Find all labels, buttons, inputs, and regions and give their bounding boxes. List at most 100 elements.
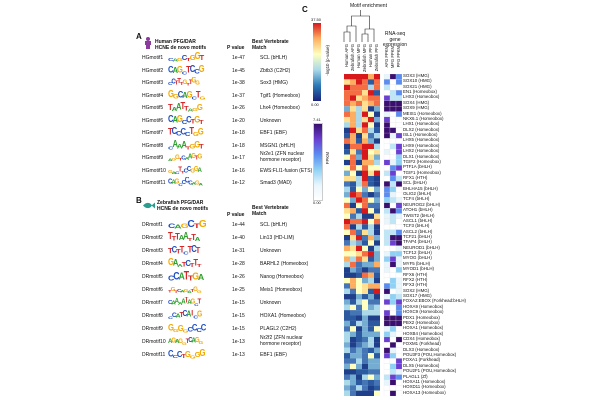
heatmap-cell [368, 277, 374, 284]
heatmap-cell [374, 74, 380, 80]
heatmap-cell [344, 224, 350, 230]
fpkm-cell [395, 208, 403, 214]
logo-letter: C [183, 167, 189, 174]
gene-label: CDX4 (Homeobox) [403, 335, 441, 341]
logo-letter: G [192, 106, 198, 113]
heatmap-cell [374, 218, 380, 225]
logo-letter: A [187, 290, 192, 294]
heatmap-cell [374, 347, 380, 354]
heatmap-cell [350, 358, 356, 364]
gene-label: DLX3 (Homeobox) [403, 346, 440, 352]
heatmap-cell [356, 197, 362, 203]
logo-letter: G [198, 219, 206, 230]
fpkm-cell [383, 100, 391, 107]
rnaseq-label: RNA-seq gene expression [382, 31, 408, 49]
logo-letter: G [181, 342, 187, 346]
heatmap-cell [350, 288, 356, 295]
heatmap-cell [368, 186, 374, 193]
heatmap-cell [374, 100, 380, 107]
gene-label: TCF21 (bHLH) [403, 234, 432, 239]
motif-best-match: Tgif1 (Homeobox) [260, 92, 301, 99]
heatmap-cell [350, 245, 356, 252]
logo-letter: T [195, 89, 201, 100]
logo-letter: A [198, 182, 204, 187]
heatmap-cell [350, 336, 356, 343]
heatmap-cell [362, 277, 368, 284]
heatmap-cell [356, 342, 362, 348]
logo-letter: C [181, 118, 188, 125]
heatmap-cell [350, 79, 356, 85]
fpkm-cell [389, 143, 397, 150]
fpkm-cell [389, 385, 397, 391]
logo-letter: T [186, 64, 191, 75]
fpkm-colorbar [313, 123, 323, 201]
heatmap-cell [374, 385, 380, 391]
pvalue-colorbar [313, 23, 321, 101]
heatmap-cell [362, 154, 368, 160]
heatmap-cell [374, 133, 380, 139]
fpkm-cell [395, 79, 403, 85]
fpkm-cell [383, 170, 391, 177]
fpkm-cell [383, 175, 391, 182]
fpkm-cell [395, 277, 403, 284]
logo-letter: G [194, 139, 200, 150]
fpkm-cell [389, 132, 397, 139]
logo-letter: G [168, 168, 173, 174]
logo-letter: A [176, 102, 182, 112]
logo-letter: T [177, 77, 181, 86]
fpkm-cell [383, 256, 391, 262]
fpkm-cell [395, 111, 403, 118]
logo-letter: G [194, 52, 201, 62]
motif-pvalue: 1e-18 [232, 130, 245, 136]
heatmap-cell [344, 192, 350, 198]
fpkm-cell [395, 159, 403, 166]
heatmap-cell [362, 79, 368, 85]
heatmap-cell [356, 79, 362, 85]
fpkm-scale-max: 7.41 [313, 117, 321, 122]
pvalue-scale-min: 0.00 [311, 102, 319, 107]
motif-best-match: Unknown [260, 117, 281, 124]
heatmap-cell [356, 304, 362, 311]
motif-pvalue: 1e-15 [232, 313, 245, 319]
fpkm-cell [389, 369, 397, 375]
heatmap-cell [350, 229, 356, 236]
fpkm-cell [389, 191, 397, 198]
logo-letter: G [194, 180, 200, 187]
heatmap-cell [356, 363, 362, 370]
panel-a-title-line2: HCNE de novo motifs [155, 45, 207, 51]
motif-best-match: Unknown [260, 248, 281, 254]
fpkm-cell [395, 106, 403, 112]
heatmap-cell [374, 149, 380, 155]
heatmap-cell [368, 159, 374, 166]
heatmap-cell [368, 261, 374, 268]
heatmap-cell [356, 240, 362, 246]
logo-letter: A [172, 57, 178, 63]
fpkm-cell [383, 106, 391, 112]
rnaseq-label-3: expression [382, 42, 408, 48]
fpkm-cell [395, 132, 403, 139]
heatmap-cell [374, 213, 380, 219]
logo-letter: T [187, 273, 193, 283]
logo-letter: T [199, 53, 204, 63]
motif-id: HGmotif7 [142, 130, 164, 136]
heatmap-cell [350, 369, 356, 375]
heatmap-cell [368, 213, 374, 219]
fpkm-cell [383, 84, 391, 91]
fpkm-cell [389, 186, 397, 193]
heatmap-cell [362, 331, 368, 338]
logo-letter: C [171, 312, 177, 320]
logo-letter: G [189, 354, 196, 360]
logo-letter: C [180, 127, 186, 137]
heatmap-cell [356, 251, 362, 257]
motif-best-match: SCL (bHLH) [260, 222, 288, 228]
logo-letter: A [178, 233, 185, 243]
heatmap-cell [374, 170, 380, 177]
heatmap-cell [362, 299, 368, 305]
heatmap-cell [344, 277, 350, 284]
logo-letter: C [176, 129, 182, 138]
gene-label: MYF5 (bHLH) [403, 260, 431, 266]
heatmap-cell [344, 374, 350, 380]
